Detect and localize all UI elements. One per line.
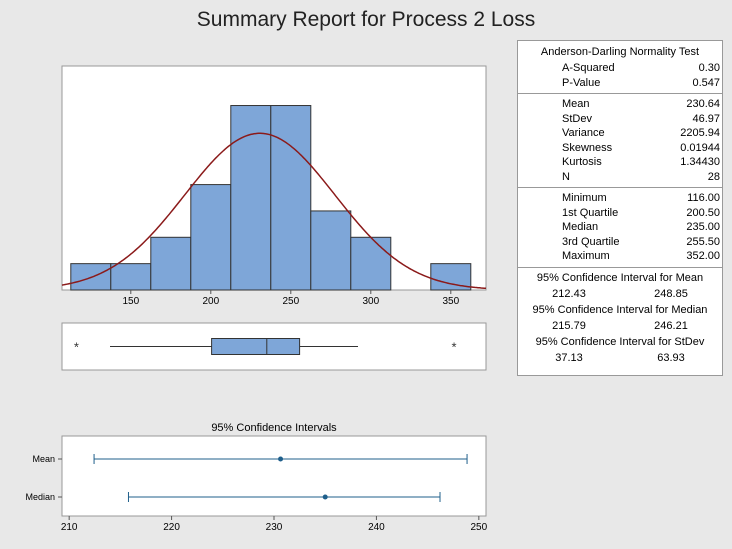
moment-value: 230.64 [686,98,720,110]
ci-stdev-values: 37.13 63.93 [518,351,722,366]
ad-value: 0.30 [698,62,720,74]
ci-median-low: 215.79 [552,319,586,332]
ci-stdev-header: 95% Confidence Interval for StDev [535,335,705,348]
moment-row: N 28 [518,170,722,185]
boxplot-box [211,338,301,355]
quantile-value: 255.50 [686,235,720,248]
quantile-label: Minimum [562,192,607,204]
boxplot-outlier: * [451,340,456,355]
ci-point-estimate [322,494,328,500]
histogram-x-tick-label: 300 [362,296,379,307]
ci-chart: 95% Confidence Intervals Mean Median 210 220… [25,422,487,533]
histogram-bar [110,263,152,291]
ad-header: Anderson-Darling Normality Test [540,46,700,58]
histogram-bar [350,236,392,291]
histogram-bar [70,263,112,291]
histogram-chart: 150 200 250 300 350 [61,65,487,307]
moments-section: Mean 230.64 StDev 46.97 Variance 2205.94 Skewn… [518,94,722,188]
moment-value: 0.01944 [680,141,720,154]
moment-label: Mean [562,98,590,110]
ci-stdev-low: 37.13 [555,351,583,364]
ad-section: Anderson-Darling Normality Test A-Square… [518,41,722,94]
ad-row: P-Value 0.547 [518,76,722,91]
ci-category-label: Median [25,492,55,502]
moment-label: Kurtosis [562,156,602,168]
ci-mean-values: 212.43 248.85 [518,287,722,302]
ci-median-high: 246.21 [654,319,688,332]
moment-row: StDev 46.97 [518,112,722,127]
histogram-bar [150,236,192,291]
moment-label: Variance [562,127,605,139]
normal-fit-curve [61,132,487,290]
ci-category-label: Mean [32,454,55,464]
ci-stdev-high: 63.93 [657,351,685,364]
ci-plot-area [61,435,487,517]
quantile-value: 116.00 [687,192,720,204]
ci-median-values: 215.79 246.21 [518,319,722,334]
ci-x-tick-label: 250 [470,522,487,533]
quantile-row: Median 235.00 [518,220,722,235]
moment-value: 46.97 [692,112,720,125]
ci-chart-title: 95% Confidence Intervals [211,422,337,434]
histogram-bar [190,184,232,291]
moment-value: 2205.94 [680,127,720,139]
histogram-bar [230,105,272,291]
histogram-bar [270,105,312,291]
quantile-row: 1st Quartile 200.50 [518,206,722,221]
moment-label: Skewness [562,141,613,154]
quantiles-section: Minimum 116.00 1st Quartile 200.50 Median 235… [518,188,722,268]
boxplot-outlier: * [74,340,79,355]
quantile-label: Maximum [562,250,610,262]
histogram-bar [310,210,352,291]
histogram-x-tick-label: 200 [202,296,219,307]
ci-x-tick-label: 230 [266,522,283,533]
ad-row: A-Squared 0.30 [518,61,722,76]
moment-row: Kurtosis 1.34430 [518,155,722,170]
quantile-row: Minimum 116.00 [518,191,722,206]
moment-value: 28 [707,170,720,183]
quantile-value: 200.50 [686,206,720,219]
moment-label: N [562,170,570,183]
histogram-x-tick-label: 350 [442,296,459,307]
quantile-label: 3rd Quartile [562,235,620,248]
ci-mean-high: 248.85 [654,287,688,300]
moment-row: Variance 2205.94 [518,126,722,141]
ci-mean-low: 212.43 [552,287,586,300]
boxplot-chart: * * [61,322,487,371]
ci-section: 95% Confidence Interval for Mean 212.43 … [518,268,722,368]
ci-x-tick-label: 210 [61,522,78,533]
stats-panel: Anderson-Darling Normality Test A-Square… [517,40,723,376]
moment-value: 1.34430 [680,156,720,168]
quantile-value: 352.00 [686,250,720,262]
ci-x-tick-label: 220 [163,522,180,533]
quantile-row: 3rd Quartile 255.50 [518,235,722,250]
quantile-label: Median [562,221,599,233]
ad-value: 0.547 [692,76,720,89]
histogram-x-tick-label: 250 [282,296,299,307]
quantile-row: Maximum 352.00 [518,249,722,264]
ci-mean-header: 95% Confidence Interval for Mean [536,271,704,284]
ci-point-estimate [278,456,284,462]
ci-x-tick-label: 240 [368,522,385,533]
report-title: Summary Report for Process 2 Loss [196,8,536,31]
quantile-label: 1st Quartile [562,206,619,219]
quantile-value: 235.00 [686,221,720,233]
moment-label: StDev [562,112,592,125]
histogram-x-tick-label: 150 [122,296,139,307]
moment-row: Mean 230.64 [518,97,722,112]
ad-label: A-Squared [562,62,615,74]
ad-label: P-Value [562,76,601,89]
moment-row: Skewness 0.01944 [518,141,722,156]
ci-median-header: 95% Confidence Interval for Median [532,303,708,316]
